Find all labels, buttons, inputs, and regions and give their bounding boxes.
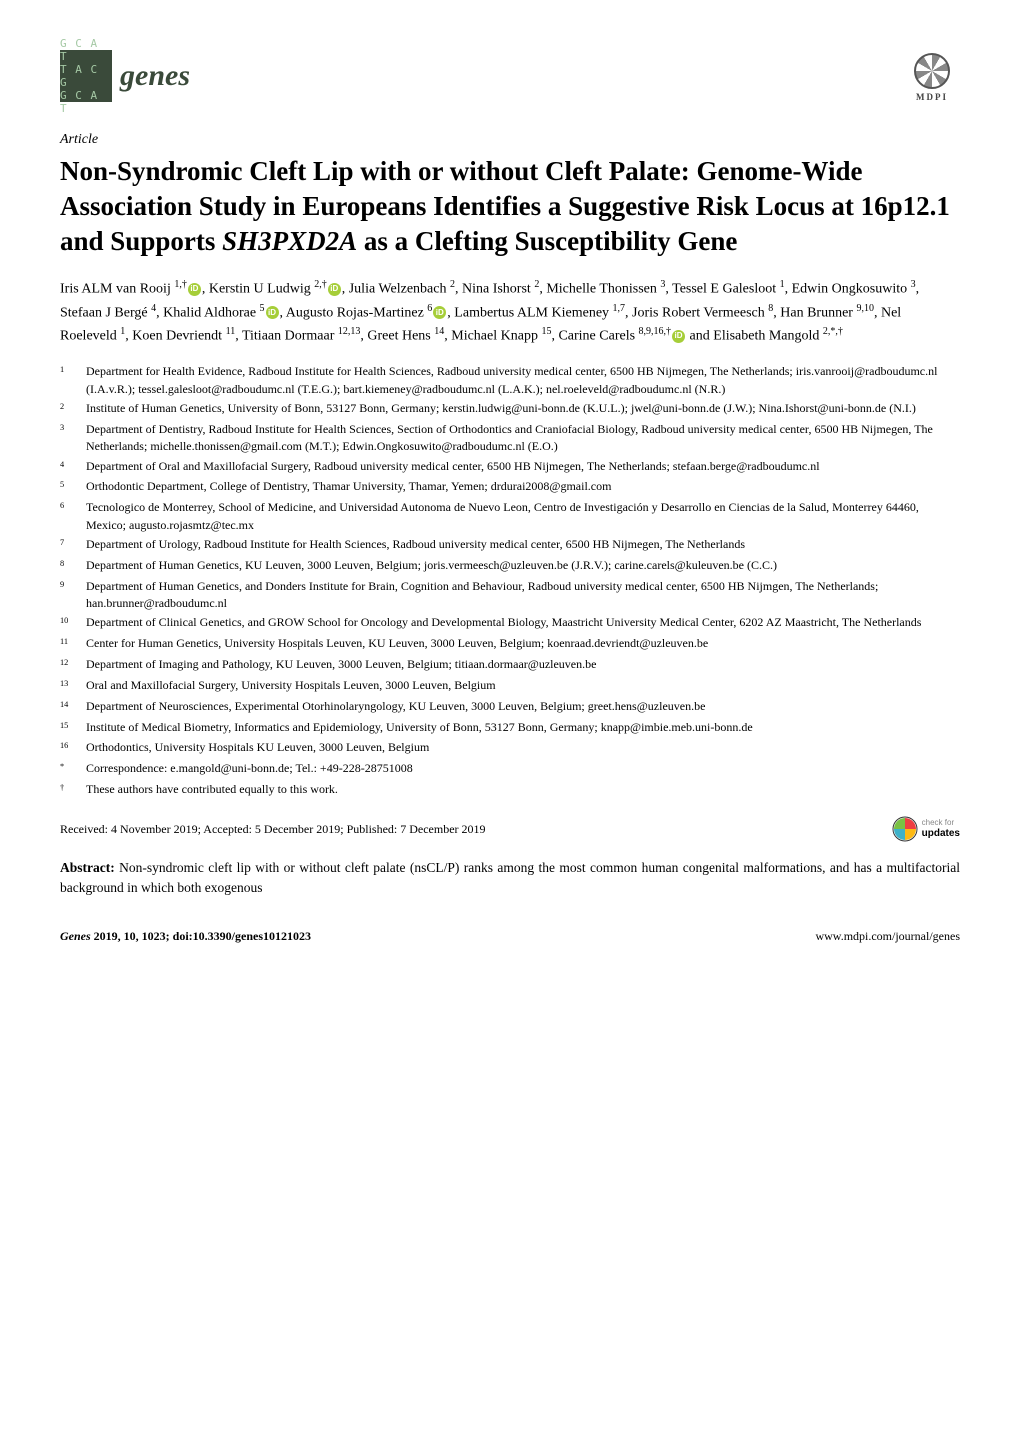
affiliation-item: 3Department of Dentistry, Radboud Instit…	[86, 421, 960, 456]
affiliation-text: Institute of Human Genetics, University …	[86, 400, 960, 419]
affiliation-item: 10Department of Clinical Genetics, and G…	[86, 614, 960, 633]
journal-logo-square: G C A T T A C G G C A T	[60, 50, 112, 102]
affiliation-item: 5Orthodontic Department, College of Dent…	[86, 478, 960, 497]
affiliation-text: Correspondence: e.mangold@uni-bonn.de; T…	[86, 760, 960, 779]
orcid-icon	[672, 330, 685, 343]
checkfor-l1: check for	[922, 819, 960, 828]
title-gene: SH3PXD2A	[222, 226, 357, 256]
affiliation-number: 3	[60, 421, 86, 456]
affiliation-number: 9	[60, 578, 86, 613]
affiliation-text: Department of Dentistry, Radboud Institu…	[86, 421, 960, 456]
affiliation-text: Department of Urology, Radboud Institute…	[86, 536, 960, 555]
orcid-icon	[266, 306, 279, 319]
affiliation-number: 14	[60, 698, 86, 717]
affiliation-item: 16Orthodontics, University Hospitals KU …	[86, 739, 960, 758]
abstract: Abstract: Non-syndromic cleft lip with o…	[60, 858, 960, 899]
affiliation-item: 8Department of Human Genetics, KU Leuven…	[86, 557, 960, 576]
abstract-text: Non-syndromic cleft lip with or without …	[60, 860, 960, 895]
affiliation-text: Tecnologico de Monterrey, School of Medi…	[86, 499, 960, 534]
check-for-updates[interactable]: check for updates	[892, 816, 960, 842]
affiliation-text: Oral and Maxillofacial Surgery, Universi…	[86, 677, 960, 696]
footer-journal: Genes	[60, 929, 91, 943]
logo-line: G C A T	[60, 89, 112, 115]
affiliation-text: Department of Clinical Genetics, and GRO…	[86, 614, 960, 633]
publisher-logo: MDPI	[904, 50, 960, 106]
affiliation-number: 7	[60, 536, 86, 555]
check-for-updates-text: check for updates	[922, 819, 960, 839]
affiliation-item: 13Oral and Maxillofacial Surgery, Univer…	[86, 677, 960, 696]
journal-logo: G C A T T A C G G C A T genes	[60, 50, 190, 102]
logo-line: G C A T	[60, 37, 112, 63]
orcid-icon	[328, 283, 341, 296]
author-list: Iris ALM van Rooij 1,†, Kerstin U Ludwig…	[60, 277, 960, 347]
affiliation-item: 14Department of Neurosciences, Experimen…	[86, 698, 960, 717]
affiliation-number: 13	[60, 677, 86, 696]
dates-row: Received: 4 November 2019; Accepted: 5 D…	[60, 816, 960, 842]
affiliation-number: 1	[60, 363, 86, 398]
affiliation-number: 12	[60, 656, 86, 675]
dates-text: Received: 4 November 2019; Accepted: 5 D…	[60, 821, 486, 837]
orcid-icon	[433, 306, 446, 319]
affiliation-text: These authors have contributed equally t…	[86, 781, 960, 800]
checkfor-l2: updates	[922, 828, 960, 839]
affiliation-text: Orthodontics, University Hospitals KU Le…	[86, 739, 960, 758]
affiliation-item: 2Institute of Human Genetics, University…	[86, 400, 960, 419]
mdpi-circle-icon	[914, 53, 950, 89]
affiliation-number: 6	[60, 499, 86, 534]
orcid-icon	[188, 283, 201, 296]
affiliation-text: Department of Human Genetics, and Donder…	[86, 578, 960, 613]
affiliation-text: Department for Health Evidence, Radboud …	[86, 363, 960, 398]
affiliation-item: 1Department for Health Evidence, Radboud…	[86, 363, 960, 398]
affiliation-item: 7Department of Urology, Radboud Institut…	[86, 536, 960, 555]
crossmark-icon	[892, 816, 918, 842]
title-post: as a Clefting Susceptibility Gene	[357, 226, 737, 256]
footer-citation: 2019, 10, 1023; doi:10.3390/genes1012102…	[91, 929, 311, 943]
affiliation-number: 10	[60, 614, 86, 633]
affiliation-item: *Correspondence: e.mangold@uni-bonn.de; …	[86, 760, 960, 779]
affiliation-item: 12Department of Imaging and Pathology, K…	[86, 656, 960, 675]
footer-left: Genes 2019, 10, 1023; doi:10.3390/genes1…	[60, 928, 311, 944]
logo-line: T A C G	[60, 63, 112, 89]
page-header: G C A T T A C G G C A T genes MDPI	[60, 50, 960, 106]
affiliation-number: †	[60, 781, 86, 800]
affiliation-text: Department of Neurosciences, Experimenta…	[86, 698, 960, 717]
affiliation-number: 2	[60, 400, 86, 419]
affiliation-number: 16	[60, 739, 86, 758]
affiliation-number: 4	[60, 458, 86, 477]
affiliation-number: *	[60, 760, 86, 779]
affiliation-text: Institute of Medical Biometry, Informati…	[86, 719, 960, 738]
affiliation-item: 4Department of Oral and Maxillofacial Su…	[86, 458, 960, 477]
affiliation-item: 11Center for Human Genetics, University …	[86, 635, 960, 654]
article-title: Non-Syndromic Cleft Lip with or without …	[60, 154, 960, 259]
affiliation-text: Orthodontic Department, College of Denti…	[86, 478, 960, 497]
footer-right: www.mdpi.com/journal/genes	[815, 928, 960, 944]
affiliation-number: 8	[60, 557, 86, 576]
abstract-label: Abstract:	[60, 860, 115, 875]
article-type: Article	[60, 131, 960, 150]
page-footer: Genes 2019, 10, 1023; doi:10.3390/genes1…	[60, 928, 960, 944]
publisher-name: MDPI	[916, 91, 948, 103]
affiliation-number: 5	[60, 478, 86, 497]
affiliation-number: 15	[60, 719, 86, 738]
affiliation-text: Department of Human Genetics, KU Leuven,…	[86, 557, 960, 576]
journal-name: genes	[120, 56, 190, 97]
affiliations-list: 1Department for Health Evidence, Radboud…	[60, 363, 960, 800]
affiliation-text: Department of Imaging and Pathology, KU …	[86, 656, 960, 675]
affiliation-item: †These authors have contributed equally …	[86, 781, 960, 800]
affiliation-item: 9Department of Human Genetics, and Donde…	[86, 578, 960, 613]
affiliation-item: 15Institute of Medical Biometry, Informa…	[86, 719, 960, 738]
affiliation-item: 6Tecnologico de Monterrey, School of Med…	[86, 499, 960, 534]
affiliation-text: Center for Human Genetics, University Ho…	[86, 635, 960, 654]
affiliation-text: Department of Oral and Maxillofacial Sur…	[86, 458, 960, 477]
affiliation-number: 11	[60, 635, 86, 654]
